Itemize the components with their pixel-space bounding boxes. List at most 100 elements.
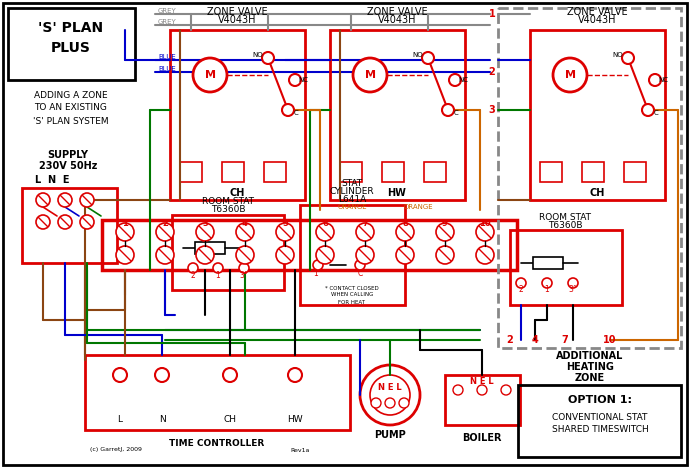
Circle shape: [449, 74, 461, 86]
Text: NC: NC: [298, 77, 308, 83]
Circle shape: [316, 223, 334, 241]
Text: 10: 10: [603, 335, 617, 345]
Bar: [582, 162, 604, 182]
Text: M: M: [204, 70, 215, 80]
Text: N E L: N E L: [470, 378, 494, 387]
Circle shape: [356, 223, 374, 241]
Text: 1°: 1°: [314, 269, 322, 278]
Circle shape: [156, 223, 174, 241]
Bar: [518, 385, 681, 457]
Circle shape: [542, 278, 552, 288]
Text: ZONE VALVE: ZONE VALVE: [366, 7, 427, 17]
Text: 8: 8: [402, 219, 408, 228]
Text: * CONTACT CLOSED: * CONTACT CLOSED: [325, 285, 379, 291]
Circle shape: [282, 104, 294, 116]
Circle shape: [188, 263, 198, 273]
Circle shape: [371, 398, 381, 408]
Bar: [300, 205, 405, 305]
Circle shape: [239, 263, 249, 273]
Circle shape: [622, 52, 634, 64]
Circle shape: [262, 52, 274, 64]
Circle shape: [649, 74, 661, 86]
Text: SUPPLY: SUPPLY: [48, 150, 88, 160]
Text: 2: 2: [190, 271, 195, 280]
Bar: [530, 30, 665, 200]
Text: NO: NO: [613, 52, 623, 58]
Text: M: M: [564, 70, 575, 80]
Text: BLUE: BLUE: [158, 66, 176, 72]
Text: V4043H: V4043H: [377, 15, 416, 25]
Text: GREY: GREY: [158, 19, 177, 25]
Text: 3: 3: [489, 105, 495, 115]
Text: 230V 50Hz: 230V 50Hz: [39, 161, 97, 171]
Bar: [498, 8, 681, 348]
Text: CONVENTIONAL STAT: CONVENTIONAL STAT: [552, 412, 648, 422]
Text: CH: CH: [589, 188, 604, 198]
Text: T6360B: T6360B: [210, 205, 245, 214]
Text: PUMP: PUMP: [374, 430, 406, 440]
Text: N E L: N E L: [378, 383, 402, 393]
Text: ROOM STAT: ROOM STAT: [539, 212, 591, 221]
Bar: [264, 162, 286, 182]
Text: L  N  E: L N E: [34, 175, 69, 185]
Text: 3°: 3°: [569, 285, 578, 294]
Text: (c) GarretJ, 2009: (c) GarretJ, 2009: [90, 447, 142, 453]
Circle shape: [568, 278, 578, 288]
Text: 10: 10: [479, 219, 491, 228]
Text: CH: CH: [224, 416, 237, 424]
Text: FOR HEAT: FOR HEAT: [339, 300, 366, 305]
Text: NC: NC: [458, 77, 468, 83]
Text: NO: NO: [253, 52, 264, 58]
Text: 1: 1: [215, 271, 220, 280]
Text: L641A: L641A: [338, 195, 366, 204]
Text: NO: NO: [413, 52, 423, 58]
Text: 7: 7: [562, 335, 569, 345]
Text: TO AN EXISTING: TO AN EXISTING: [34, 103, 108, 112]
Text: 2: 2: [162, 219, 168, 228]
Text: HEATING: HEATING: [566, 362, 614, 372]
Circle shape: [196, 246, 214, 264]
Circle shape: [385, 398, 395, 408]
Text: C: C: [294, 110, 298, 116]
Text: V4043H: V4043H: [578, 15, 616, 25]
Circle shape: [477, 385, 487, 395]
Bar: [8, 8, 135, 80]
Text: Rev1a: Rev1a: [290, 447, 310, 453]
Bar: [624, 162, 646, 182]
Text: GREY: GREY: [158, 8, 177, 14]
Circle shape: [155, 368, 169, 382]
Circle shape: [642, 104, 654, 116]
Bar: [22, 188, 117, 263]
Text: BLUE: BLUE: [158, 54, 176, 60]
Text: 1: 1: [489, 9, 495, 19]
Text: C: C: [357, 269, 363, 278]
Text: 2: 2: [489, 67, 495, 77]
Bar: [195, 242, 225, 254]
Circle shape: [360, 365, 420, 425]
Text: SHARED TIMESWITCH: SHARED TIMESWITCH: [551, 425, 649, 434]
Text: C: C: [653, 110, 658, 116]
Text: BOILER: BOILER: [462, 433, 502, 443]
Text: PLUS: PLUS: [51, 41, 91, 55]
Circle shape: [396, 246, 414, 264]
Text: NC: NC: [658, 77, 668, 83]
Bar: [180, 162, 202, 182]
Circle shape: [399, 398, 409, 408]
Circle shape: [476, 223, 494, 241]
Text: 4: 4: [242, 219, 248, 228]
Text: N: N: [159, 416, 166, 424]
Circle shape: [58, 193, 72, 207]
Text: ZONE VALVE: ZONE VALVE: [566, 7, 627, 17]
Text: ZONE VALVE: ZONE VALVE: [207, 7, 267, 17]
Bar: [540, 162, 562, 182]
Text: TIME CONTROLLER: TIME CONTROLLER: [169, 439, 265, 447]
Circle shape: [316, 246, 334, 264]
Text: 2: 2: [519, 285, 524, 294]
Circle shape: [356, 246, 374, 264]
Bar: [330, 30, 465, 200]
Text: 2: 2: [506, 335, 513, 345]
Circle shape: [453, 385, 463, 395]
Text: WHEN CALLING: WHEN CALLING: [331, 292, 373, 298]
Circle shape: [236, 223, 254, 241]
Circle shape: [442, 104, 454, 116]
